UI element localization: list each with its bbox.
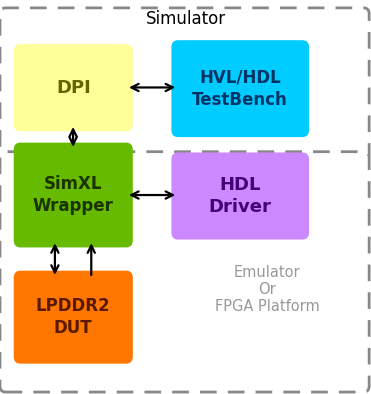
FancyBboxPatch shape <box>171 40 309 137</box>
Text: DPI: DPI <box>56 79 91 97</box>
Text: HDL
Driver: HDL Driver <box>209 176 272 216</box>
Text: SimXL
Wrapper: SimXL Wrapper <box>33 175 114 215</box>
Text: Emulator
Or
FPGA Platform: Emulator Or FPGA Platform <box>215 265 319 314</box>
Text: LPDDR2
DUT: LPDDR2 DUT <box>36 297 111 337</box>
FancyBboxPatch shape <box>14 44 133 131</box>
Text: HVL/HDL
TestBench: HVL/HDL TestBench <box>192 69 288 109</box>
FancyBboxPatch shape <box>14 143 133 247</box>
FancyBboxPatch shape <box>0 152 369 392</box>
Text: Simulator: Simulator <box>145 10 226 28</box>
FancyBboxPatch shape <box>171 152 309 240</box>
FancyBboxPatch shape <box>14 271 133 364</box>
FancyBboxPatch shape <box>0 8 369 160</box>
